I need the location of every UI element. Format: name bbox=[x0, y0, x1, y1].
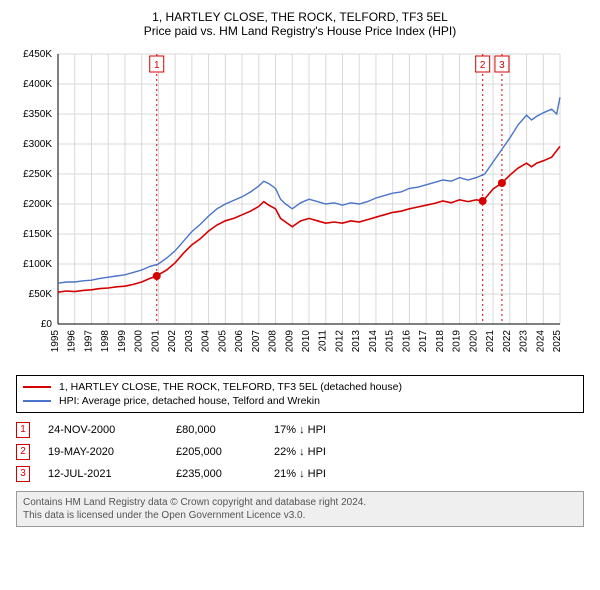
svg-text:£250K: £250K bbox=[23, 169, 52, 180]
legend-label: HPI: Average price, detached house, Telf… bbox=[59, 395, 320, 407]
svg-text:2014: 2014 bbox=[368, 330, 379, 353]
transaction-date: 24-NOV-2000 bbox=[48, 424, 158, 436]
svg-text:2004: 2004 bbox=[201, 330, 212, 353]
legend-item: HPI: Average price, detached house, Telf… bbox=[23, 394, 577, 408]
transaction-marker: 3 bbox=[16, 466, 30, 482]
svg-text:2020: 2020 bbox=[468, 330, 479, 353]
svg-text:2023: 2023 bbox=[519, 330, 530, 353]
transaction-price: £205,000 bbox=[176, 446, 256, 458]
svg-text:1995: 1995 bbox=[50, 330, 61, 353]
svg-text:2018: 2018 bbox=[435, 330, 446, 353]
svg-text:£450K: £450K bbox=[23, 49, 52, 60]
transaction-vs-hpi: 17% ↓ HPI bbox=[274, 424, 374, 436]
legend-swatch bbox=[23, 400, 51, 402]
transactions-table: 1 24-NOV-2000 £80,000 17% ↓ HPI 2 19-MAY-2020… bbox=[16, 419, 584, 485]
svg-text:£0: £0 bbox=[41, 319, 53, 330]
svg-text:2007: 2007 bbox=[251, 330, 262, 353]
svg-text:2008: 2008 bbox=[268, 330, 279, 353]
svg-text:2010: 2010 bbox=[301, 330, 312, 353]
footer-line2: This data is licensed under the Open Gov… bbox=[23, 509, 577, 522]
svg-text:2025: 2025 bbox=[552, 330, 563, 353]
svg-text:2015: 2015 bbox=[385, 330, 396, 353]
svg-text:2005: 2005 bbox=[217, 330, 228, 353]
page-title-line1: 1, HARTLEY CLOSE, THE ROCK, TELFORD, TF3… bbox=[10, 10, 590, 24]
svg-text:2019: 2019 bbox=[452, 330, 463, 353]
svg-text:£400K: £400K bbox=[23, 79, 52, 90]
svg-text:3: 3 bbox=[499, 60, 505, 71]
transaction-vs-hpi: 22% ↓ HPI bbox=[274, 446, 374, 458]
svg-text:£50K: £50K bbox=[29, 289, 53, 300]
svg-text:2009: 2009 bbox=[284, 330, 295, 353]
svg-text:1997: 1997 bbox=[83, 330, 94, 353]
svg-text:2001: 2001 bbox=[150, 330, 161, 353]
transaction-date: 12-JUL-2021 bbox=[48, 468, 158, 480]
transaction-vs-hpi: 21% ↓ HPI bbox=[274, 468, 374, 480]
svg-text:2016: 2016 bbox=[401, 330, 412, 353]
footer-line1: Contains HM Land Registry data © Crown c… bbox=[23, 496, 577, 509]
legend-swatch bbox=[23, 386, 51, 388]
svg-text:2006: 2006 bbox=[234, 330, 245, 353]
transaction-price: £235,000 bbox=[176, 468, 256, 480]
svg-text:2003: 2003 bbox=[184, 330, 195, 353]
svg-text:1998: 1998 bbox=[100, 330, 111, 353]
transaction-row: 1 24-NOV-2000 £80,000 17% ↓ HPI bbox=[16, 419, 584, 441]
svg-text:2017: 2017 bbox=[418, 330, 429, 353]
chart-svg: £0 £50K £100K £150K £200K £250K £300K £350K £400… bbox=[10, 44, 570, 364]
svg-text:£150K: £150K bbox=[23, 229, 52, 240]
transaction-marker: 1 bbox=[16, 422, 30, 438]
transaction-row: 2 19-MAY-2020 £205,000 22% ↓ HPI bbox=[16, 441, 584, 463]
attribution-footer: Contains HM Land Registry data © Crown c… bbox=[16, 491, 584, 527]
svg-text:1996: 1996 bbox=[67, 330, 78, 353]
transaction-row: 3 12-JUL-2021 £235,000 21% ↓ HPI bbox=[16, 463, 584, 485]
svg-text:2024: 2024 bbox=[535, 330, 546, 353]
transaction-price: £80,000 bbox=[176, 424, 256, 436]
svg-text:1: 1 bbox=[154, 60, 160, 71]
svg-text:2011: 2011 bbox=[318, 330, 329, 352]
transaction-marker: 2 bbox=[16, 444, 30, 460]
svg-text:2013: 2013 bbox=[351, 330, 362, 353]
svg-text:2: 2 bbox=[480, 60, 486, 71]
svg-text:1999: 1999 bbox=[117, 330, 128, 353]
legend-label: 1, HARTLEY CLOSE, THE ROCK, TELFORD, TF3… bbox=[59, 381, 402, 393]
svg-text:£350K: £350K bbox=[23, 109, 52, 120]
svg-text:2012: 2012 bbox=[334, 330, 345, 353]
svg-text:2021: 2021 bbox=[485, 330, 496, 353]
svg-text:£100K: £100K bbox=[23, 259, 52, 270]
transaction-date: 19-MAY-2020 bbox=[48, 446, 158, 458]
svg-text:£300K: £300K bbox=[23, 139, 52, 150]
svg-text:2002: 2002 bbox=[167, 330, 178, 353]
svg-text:£200K: £200K bbox=[23, 199, 52, 210]
legend-item: 1, HARTLEY CLOSE, THE ROCK, TELFORD, TF3… bbox=[23, 380, 577, 394]
page-title-line2: Price paid vs. HM Land Registry's House … bbox=[10, 24, 590, 38]
legend: 1, HARTLEY CLOSE, THE ROCK, TELFORD, TF3… bbox=[16, 375, 584, 413]
svg-text:2000: 2000 bbox=[134, 330, 145, 353]
price-chart: £0 £50K £100K £150K £200K £250K £300K £350K £400… bbox=[10, 44, 590, 367]
svg-text:2022: 2022 bbox=[502, 330, 513, 353]
